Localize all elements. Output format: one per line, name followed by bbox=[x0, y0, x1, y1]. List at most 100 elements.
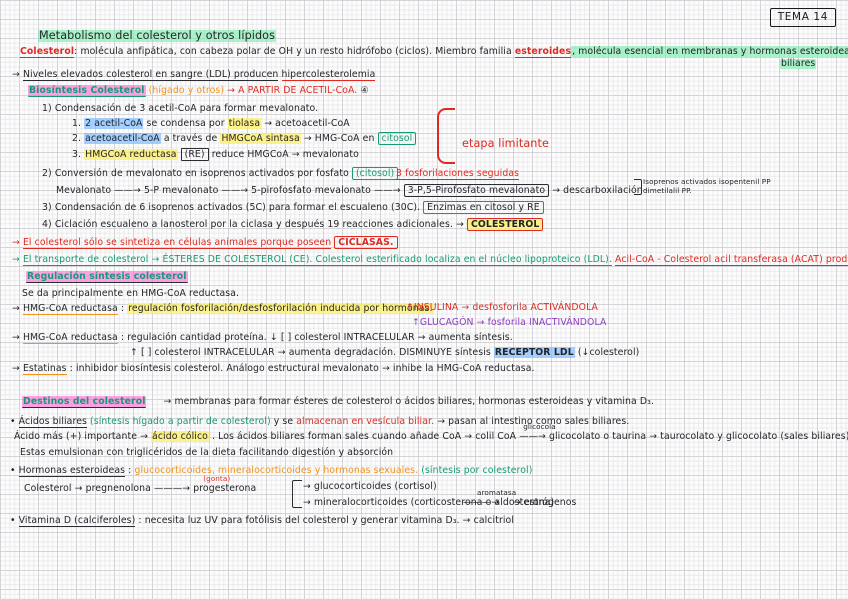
enzyme-aromatasa: aromatasa bbox=[477, 488, 517, 497]
acidos-biliares-red: almacenan en vesícula biliar. bbox=[296, 416, 435, 427]
chain-descarboxilacion: descarboxilación bbox=[563, 185, 643, 196]
etapa-limitante-brace bbox=[437, 108, 455, 164]
reg-2-text: regulación cantidad proteína. bbox=[127, 332, 267, 343]
hormonas-colon: : bbox=[128, 465, 132, 476]
reg-2-label: HMG-CoA reductasa bbox=[22, 332, 118, 344]
acidos-biliares-mid: y se bbox=[273, 416, 294, 427]
reg-2-colon: : bbox=[120, 332, 125, 343]
colesterol-definition-c: biliares bbox=[780, 58, 817, 69]
vitamina-d-colon: : bbox=[138, 515, 142, 526]
aromatasa-arrow: ———→ bbox=[463, 497, 500, 508]
reg-2-line-b-tail: (↓colesterol) bbox=[577, 347, 640, 358]
step-4-number: 4) bbox=[42, 219, 52, 230]
colil-coa: colil CoA bbox=[475, 431, 517, 442]
ldl-line: Niveles elevados colesterol en sangre (L… bbox=[22, 69, 279, 81]
receptor-ldl-highlight: RECEPTOR LDL bbox=[493, 347, 575, 358]
term-hipercolesterolemia: hipercolesterolemia bbox=[281, 69, 376, 81]
step-1-1-product: → acetoacetil-CoA bbox=[264, 118, 350, 129]
reg-3-colon: : bbox=[69, 363, 73, 374]
step-3-enzymes-box: Enzimas en citosol y RE bbox=[423, 201, 544, 214]
arrow-glyph-red: → bbox=[12, 237, 20, 248]
step-2-location-box: (citosol) bbox=[351, 167, 399, 180]
hormona-branch-bracket bbox=[292, 480, 302, 508]
acat-line: Acil-CoA - Colesterol acil transferasa (… bbox=[615, 254, 848, 266]
etapa-limitante-label: etapa limitante bbox=[462, 137, 549, 150]
acido-colico-pre: Ácido más (+) importante → bbox=[14, 431, 148, 442]
hormonas-tipos: glucocorticoides, mineralocorticoides y … bbox=[134, 465, 419, 476]
step-1-1-b: se condensa por bbox=[146, 118, 225, 129]
chain-mevalonato: Mevalonato bbox=[56, 185, 112, 196]
biosintesis-location: (hígado y otros) bbox=[148, 85, 225, 96]
substrate-acetoacetil-coa: acetoacetil-CoA bbox=[84, 133, 161, 144]
step-1-2-b: a través de bbox=[163, 133, 218, 144]
page-title: Metabolismo del colesterol y otros lípid… bbox=[38, 29, 277, 42]
chain-5pp-mevalonato: 5-pirofosfato mevalonato bbox=[251, 185, 371, 196]
enzyme-hmgcoa-sintasa: HMGCoA sintasa bbox=[220, 133, 301, 144]
reg-1-text: regulación fosforilación/desfosforilació… bbox=[127, 303, 434, 314]
step-4-arrow: → bbox=[456, 219, 464, 230]
reg-1-colon: : bbox=[120, 303, 125, 314]
bullet-1: • bbox=[10, 416, 16, 427]
bullet-2: • bbox=[10, 465, 16, 476]
acido-colico-highlight: ácido cólico bbox=[151, 431, 209, 442]
tema-number-box: TEMA 14 bbox=[769, 8, 836, 27]
arrow-glyph-reg2: → bbox=[12, 332, 20, 343]
calcitriol-tail: → calcitriol bbox=[462, 515, 515, 526]
acidos-biliares-label: Ácidos biliares bbox=[18, 416, 87, 428]
reg-2-line-a: ↓ [ ] colesterol INTRACELULAR → aumenta … bbox=[269, 332, 513, 343]
chain-5p-mevalonato: 5-P mevalonato bbox=[143, 185, 219, 196]
step-4-text: Ciclación escualeno a lanosterol por la … bbox=[54, 219, 453, 230]
biosintesis-arrow-text: → A PARTIR DE ACETIL-CoA. bbox=[227, 85, 358, 96]
enzyme-hmgcoa-reductasa: HMGCoA reductasa bbox=[84, 149, 178, 160]
acidos-biliares-tail: → pasan al intestino como sales biliares… bbox=[437, 416, 630, 427]
step-1-1-number: 1. bbox=[72, 118, 82, 129]
ciclasas-note: El colesterol sólo se sintetiza en célul… bbox=[22, 237, 332, 249]
biosintesis-heading: Biosíntesis Colesterol bbox=[28, 85, 146, 97]
arrow-glyph: → bbox=[12, 69, 20, 80]
step-2-text: Conversión de mevalonato en isoprenos ac… bbox=[54, 168, 349, 179]
ciclasas-box: CICLASAS. bbox=[334, 236, 398, 249]
arrow-glyph-green: → bbox=[12, 254, 20, 265]
enzyme-tiolasa: tiolasa bbox=[227, 118, 262, 129]
step-1-number: 1) bbox=[42, 103, 52, 114]
reg-3-label: Estatinas bbox=[22, 363, 67, 375]
isoprenos-bracket bbox=[634, 179, 642, 195]
branch-mineralocorticoides: → mineralocorticoides (corticosterona o … bbox=[303, 497, 555, 508]
glicocolato-taurina: glicocolato o taurina bbox=[548, 431, 647, 442]
reg-3-text: inhibidor biosíntesis colesterol. Análog… bbox=[75, 363, 535, 374]
colesterol-definition-b: , molécula esencial en membranas y hormo… bbox=[571, 46, 848, 57]
chain-3p5pp-box: 3-P,5-Pirofosfato mevalonato bbox=[403, 184, 550, 197]
location-citosol-box: citosol bbox=[377, 132, 417, 145]
hormona-chain-arrow: ———→ bbox=[154, 483, 191, 494]
step-1-3-number: 3. bbox=[72, 149, 82, 160]
term-colesterol: Colesterol bbox=[20, 46, 75, 58]
step-1-2-number: 2. bbox=[72, 133, 82, 144]
term-esteroides: esteroides bbox=[514, 46, 572, 58]
bullet-3: • bbox=[10, 515, 16, 526]
regulacion-heading: Regulación síntesis colesterol bbox=[26, 271, 188, 283]
reg-1-glucagon: ↑GLUCAGÓN → fosforila INACTIVÁNDOLA bbox=[412, 317, 607, 328]
chain-arrow-1: ——→ bbox=[114, 185, 141, 196]
substrate-2-acetil-coa: 2 acetil-CoA bbox=[84, 118, 144, 129]
er-transport-line: El transporte de colesterol → ÉSTERES DE… bbox=[22, 254, 612, 266]
acido-colico-post: . Los ácidos biliares forman sales cuand… bbox=[212, 431, 473, 442]
acidos-biliares-green: (síntesis hígado a partir de colesterol) bbox=[90, 416, 271, 427]
hormonas-esteroideas-label: Hormonas esteroideas bbox=[18, 465, 126, 477]
vitamina-d-text: necesita luz UV para fotólisis del coles… bbox=[144, 515, 398, 526]
step-1-text: Condensación de 3 acetil-CoA para formar… bbox=[54, 103, 319, 114]
chain-arrow-4: → bbox=[552, 185, 561, 196]
step-3-number: 3) bbox=[42, 202, 52, 213]
branch-glucocorticoides: → glucocorticoides (cortisol) bbox=[303, 481, 437, 492]
chain-arrow-3: ——→ bbox=[373, 185, 401, 196]
branch-estrogenos: → estrógenos bbox=[513, 497, 577, 508]
step-1-3-c: HMGCoA bbox=[247, 149, 289, 160]
product-colesterol-box: COLESTEROL bbox=[467, 218, 544, 231]
progesterona-sup: (gonta) bbox=[203, 474, 231, 483]
arrow-glyph-reg3: → bbox=[12, 363, 20, 374]
step-1-3-b: reduce bbox=[211, 149, 245, 160]
taurocolato-line: → taurocolato y glicocolato (sales bilia… bbox=[649, 431, 848, 442]
reg-2-line-b: ↑ [ ] colesterol INTRACELULAR → aumenta … bbox=[130, 347, 491, 358]
step-1-2-product: → HMG-CoA en bbox=[303, 133, 375, 144]
